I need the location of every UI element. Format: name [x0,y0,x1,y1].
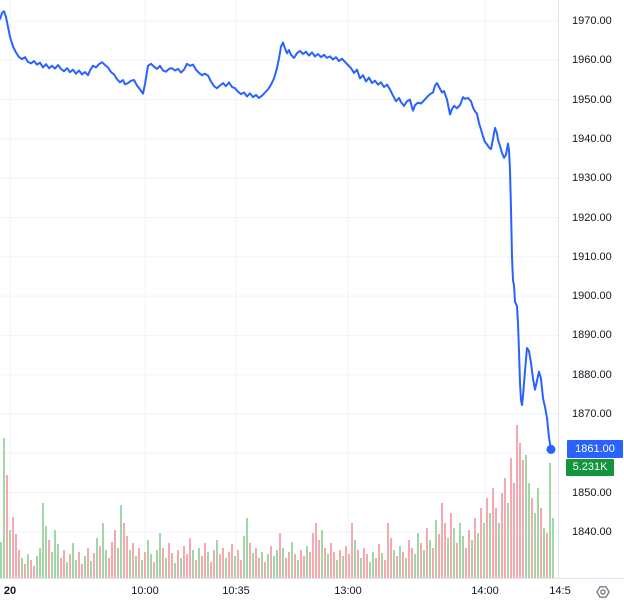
price-tick-label: 1890.00 [572,329,612,341]
price-tick-label: 1950.00 [572,94,612,106]
price-tick-label: 1910.00 [572,251,612,263]
price-tick-label: 1970.00 [572,15,612,27]
price-tick-label: 1900.00 [572,290,612,302]
price-line [0,10,552,451]
price-tick-label: 1920.00 [572,212,612,224]
last-price-badge: 1861.00 [567,440,623,458]
price-tick-label: 1850.00 [572,487,612,499]
price-tick-label: 1940.00 [572,133,612,145]
price-tick-label: 1930.00 [572,172,612,184]
time-tick-label: 10:00 [131,585,159,597]
price-tick-label: 1880.00 [572,369,612,381]
grid-lines [0,0,558,578]
chart-canvas[interactable] [0,0,558,578]
price-axis[interactable]: 1970.00 1960.00 1950.00 1940.00 1930.00 1920.… [558,0,624,578]
time-tick-label: 14:00 [471,585,499,597]
time-tick-label: 20 [3,585,17,597]
price-tick-label: 1960.00 [572,54,612,66]
price-tick-label: 1840.00 [572,526,612,538]
time-tick-label: 14:5 [549,585,571,597]
last-volume-badge: 5.231K [566,459,614,476]
last-price-dot [546,444,556,454]
gear-icon [596,586,610,598]
price-pane [0,0,558,578]
time-tick-label: 13:00 [334,585,362,597]
volume-bars [0,425,554,578]
price-tick-label: 1870.00 [572,408,612,420]
time-tick-label: 10:35 [222,585,250,597]
time-axis[interactable]: 20 10:00 10:35 13:00 14:00 14:5 [0,578,624,604]
scales-settings-button[interactable] [594,583,612,601]
